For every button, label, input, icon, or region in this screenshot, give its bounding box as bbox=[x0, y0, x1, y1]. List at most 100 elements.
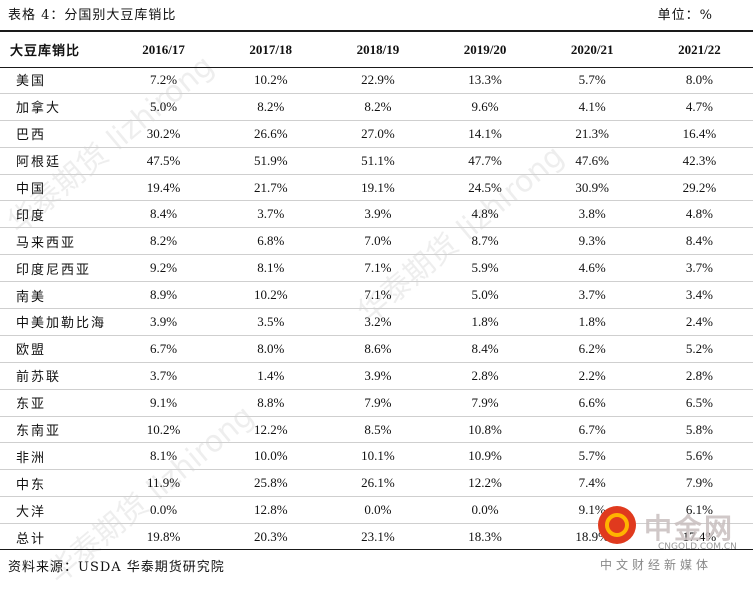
table-row: 东亚 9.1% 8.8% 7.9% 7.9% 6.6% 6.5% bbox=[0, 389, 753, 417]
table-cell: 7.9% bbox=[645, 469, 753, 498]
table-cell: 9.3% bbox=[538, 227, 646, 256]
table-cell: 14.1% bbox=[431, 120, 539, 148]
table-cell: 21.7% bbox=[217, 174, 325, 202]
column-header: 2021/22 bbox=[678, 41, 721, 57]
table-cell: 7.9% bbox=[431, 389, 539, 417]
table-cell: 30.9% bbox=[538, 174, 646, 202]
table-cell: 5.8% bbox=[645, 416, 753, 444]
table-row: 阿根廷 47.5% 51.9% 51.1% 47.7% 47.6% 42.3% bbox=[0, 147, 753, 175]
table-cell: 8.1% bbox=[110, 442, 218, 471]
row-label: 加拿大 bbox=[0, 93, 110, 121]
row-label: 非洲 bbox=[0, 442, 110, 471]
table-cell: 51.9% bbox=[217, 147, 325, 175]
row-label: 南美 bbox=[0, 281, 110, 310]
table-cell: 10.2% bbox=[110, 416, 218, 444]
table-cell: 3.7% bbox=[110, 362, 218, 390]
table-cell: 17.4% bbox=[682, 529, 717, 545]
table-cell: 10.2% bbox=[217, 67, 325, 94]
table-cell: 24.5% bbox=[431, 174, 539, 202]
row-label: 前苏联 bbox=[0, 362, 110, 390]
table-row: 中国 19.4% 21.7% 19.1% 24.5% 30.9% 29.2% bbox=[0, 174, 753, 202]
row-label: 总计 bbox=[16, 531, 47, 547]
table-cell: 5.9% bbox=[431, 254, 539, 283]
table-cell: 8.2% bbox=[110, 227, 218, 256]
table-cell: 3.7% bbox=[645, 254, 753, 283]
table-cell: 5.6% bbox=[645, 442, 753, 471]
logo-tagline: 中文财经新媒体 bbox=[600, 558, 713, 572]
table-cell: 27.0% bbox=[324, 120, 432, 148]
table-cell: 4.8% bbox=[431, 200, 539, 229]
table-cell: 7.1% bbox=[324, 281, 432, 310]
row-label: 巴西 bbox=[0, 120, 110, 148]
table-cell: 47.7% bbox=[431, 147, 539, 175]
table-cell: 5.7% bbox=[538, 442, 646, 471]
table-cell: 6.7% bbox=[110, 335, 218, 363]
unit-label: 单位：% bbox=[657, 8, 713, 23]
table-cell: 3.9% bbox=[324, 362, 432, 390]
row-header-label: 大豆库销比 bbox=[10, 44, 81, 59]
cngold-logo: 中金网 CNGOLD.COM.CN 中文财经新媒体 bbox=[594, 506, 744, 574]
table-cell: 5.0% bbox=[431, 281, 539, 310]
bottom-rule bbox=[0, 549, 753, 550]
table-cell: 9.6% bbox=[431, 93, 539, 121]
table-cell: 8.6% bbox=[324, 335, 432, 363]
table-cell: 6.7% bbox=[538, 416, 646, 444]
table-row: 巴西 30.2% 26.6% 27.0% 14.1% 21.3% 16.4% bbox=[0, 120, 753, 148]
table-cell: 7.0% bbox=[324, 227, 432, 256]
table-cell: 11.9% bbox=[110, 469, 218, 498]
row-label: 大洋 bbox=[0, 496, 110, 525]
row-label: 中国 bbox=[0, 174, 110, 202]
table-cell: 10.9% bbox=[431, 442, 539, 471]
table-cell: 7.1% bbox=[324, 254, 432, 283]
table-cell: 30.2% bbox=[110, 120, 218, 148]
table-row: 马来西亚 8.2% 6.8% 7.0% 8.7% 9.3% 8.4% bbox=[0, 227, 753, 256]
table-cell: 25.8% bbox=[217, 469, 325, 498]
table-cell: 12.2% bbox=[217, 416, 325, 444]
table-cell: 9.2% bbox=[110, 254, 218, 283]
table-caption: 表格 4：分国别大豆库销比 bbox=[8, 8, 177, 23]
row-label: 美国 bbox=[0, 67, 110, 94]
table-row: 前苏联 3.7% 1.4% 3.9% 2.8% 2.2% 2.8% bbox=[0, 362, 753, 390]
table-cell: 20.3% bbox=[253, 529, 288, 545]
table-cell: 10.8% bbox=[431, 416, 539, 444]
logo-domain: CNGOLD.COM.CN bbox=[658, 542, 737, 552]
table-cell: 3.4% bbox=[645, 281, 753, 310]
row-label: 阿根廷 bbox=[0, 147, 110, 175]
table-cell: 6.8% bbox=[217, 227, 325, 256]
table-cell: 5.0% bbox=[110, 93, 218, 121]
table-cell: 4.7% bbox=[645, 93, 753, 121]
table-cell: 0.0% bbox=[431, 496, 539, 525]
table-row: 欧盟 6.7% 8.0% 8.6% 8.4% 6.2% 5.2% bbox=[0, 335, 753, 363]
table-cell: 4.1% bbox=[538, 93, 646, 121]
table-cell: 13.3% bbox=[431, 67, 539, 94]
table-cell: 16.4% bbox=[645, 120, 753, 148]
header-row: 大豆库销比 2016/17 2017/18 2018/19 2019/20 20… bbox=[0, 32, 753, 67]
table-cell: 3.9% bbox=[110, 308, 218, 336]
table-cell: 19.1% bbox=[324, 174, 432, 202]
table-cell: 19.4% bbox=[110, 174, 218, 202]
table-cell: 8.0% bbox=[645, 67, 753, 94]
table-cell: 0.0% bbox=[110, 496, 218, 525]
table-cell: 51.1% bbox=[324, 147, 432, 175]
table-cell: 42.3% bbox=[645, 147, 753, 175]
row-label: 马来西亚 bbox=[0, 227, 110, 256]
table-cell: 18.3% bbox=[468, 529, 502, 545]
table-cell: 2.8% bbox=[431, 362, 539, 390]
table-row: 南美 8.9% 10.2% 7.1% 5.0% 3.7% 3.4% bbox=[0, 281, 753, 310]
table-body: 美国 7.2% 10.2% 22.9% 13.3% 5.7% 8.0% 加拿大 5.0% 8.2%… bbox=[0, 67, 753, 550]
table-cell: 0.0% bbox=[324, 496, 432, 525]
table-row: 非洲 8.1% 10.0% 10.1% 10.9% 5.7% 5.6% bbox=[0, 442, 753, 471]
table-cell: 12.8% bbox=[217, 496, 325, 525]
table-cell: 8.4% bbox=[431, 335, 539, 363]
table-cell: 3.2% bbox=[324, 308, 432, 336]
table-cell: 47.6% bbox=[538, 147, 646, 175]
table-row: 印度 8.4% 3.7% 3.9% 4.8% 3.8% 4.8% bbox=[0, 200, 753, 229]
table-cell: 8.0% bbox=[217, 335, 325, 363]
table-cell: 19.8% bbox=[146, 529, 181, 545]
row-label: 欧盟 bbox=[0, 335, 110, 363]
table-cell: 47.5% bbox=[110, 147, 218, 175]
table-row: 中美加勒比海 3.9% 3.5% 3.2% 1.8% 1.8% 2.4% bbox=[0, 308, 753, 336]
table-cell: 6.6% bbox=[538, 389, 646, 417]
table-cell: 8.5% bbox=[324, 416, 432, 444]
stock-to-use-table: 大豆库销比 2016/17 2017/18 2018/19 2019/20 20… bbox=[0, 32, 753, 550]
